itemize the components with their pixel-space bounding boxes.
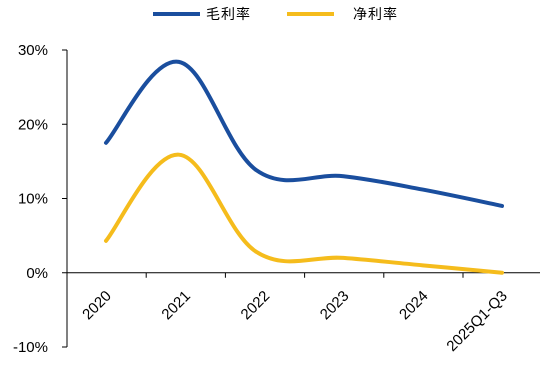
x-tick-label: 2021 [158, 288, 194, 324]
legend-label-net-margin: 净利率 [353, 6, 398, 23]
x-tick-label: 2024 [396, 288, 432, 324]
x-axis: 2020 2021 2022 2023 2024 2025Q1-Q3 [66, 272, 540, 355]
x-tick-label: 2023 [317, 288, 353, 324]
y-tick-label: 20% [18, 116, 48, 133]
y-tick-label: -10% [13, 339, 48, 356]
legend: 毛利率 净利率 [153, 6, 398, 23]
y-tick-label: 0% [26, 265, 48, 282]
x-tick-label: 2022 [238, 288, 274, 324]
series-lines [104, 59, 504, 275]
x-tick-label: 2020 [79, 288, 115, 324]
series-line-net-margin [104, 152, 504, 275]
series-line-gross-margin [104, 59, 504, 208]
legend-label-gross-margin: 毛利率 [206, 6, 251, 23]
y-tick-label: 30% [18, 42, 48, 59]
y-tick-label: 10% [18, 191, 48, 208]
y-axis: -10% 0% 10% 20% 30% [13, 42, 68, 356]
x-tick-label: 2025Q1-Q3 [443, 288, 510, 355]
